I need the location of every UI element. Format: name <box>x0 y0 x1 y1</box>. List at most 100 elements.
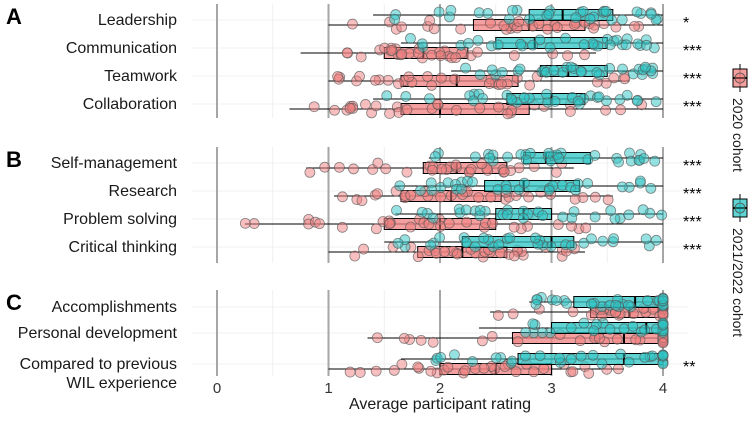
category-critical-thinking: Critical thinking *** <box>69 232 702 263</box>
data-point <box>527 318 539 330</box>
data-point <box>355 51 367 63</box>
data-point <box>349 250 361 262</box>
legend-label: 2021/2022 cohort <box>730 228 746 337</box>
data-point <box>341 47 353 59</box>
legend-entry-1: 2021/2022 cohort <box>730 194 748 337</box>
box-2021-2022 <box>384 232 663 253</box>
data-point <box>450 104 462 116</box>
data-point <box>645 8 657 20</box>
data-point <box>518 92 530 104</box>
data-point <box>476 158 488 170</box>
category-label-line: Leadership <box>98 12 177 29</box>
data-point <box>613 156 624 168</box>
box-2021-2022 <box>479 317 669 339</box>
data-point <box>538 363 550 374</box>
category-label-line: Self-management <box>51 155 178 172</box>
data-point <box>534 350 546 362</box>
significance-marker: * <box>683 15 689 32</box>
panel-A: A Leadership *Communication ***Teamwork ***C… <box>6 4 702 120</box>
data-point <box>616 14 628 26</box>
box-2021-2022 <box>451 61 663 81</box>
data-point <box>649 155 661 167</box>
data-point <box>433 6 445 18</box>
data-point <box>344 366 356 378</box>
data-point <box>591 67 603 78</box>
data-point <box>469 151 481 163</box>
data-point <box>564 106 576 117</box>
data-point <box>484 78 495 89</box>
data-point <box>583 368 595 379</box>
box-2020 <box>328 358 624 379</box>
data-point <box>493 239 505 251</box>
data-point <box>426 80 438 91</box>
data-point <box>498 166 510 178</box>
data-point <box>615 348 627 360</box>
data-point <box>514 63 526 75</box>
data-point <box>401 166 413 178</box>
data-point <box>570 12 582 24</box>
data-point <box>510 366 522 378</box>
data-point <box>308 101 320 113</box>
data-point <box>623 356 635 368</box>
panel-B: B Self-management ***Research ***Problem so… <box>6 147 702 263</box>
data-point <box>405 189 417 201</box>
data-point <box>501 183 512 195</box>
category-label: Collaboration <box>83 96 177 113</box>
data-point <box>455 23 467 35</box>
data-point <box>650 96 662 108</box>
data-point <box>467 356 478 367</box>
data-point <box>543 8 555 20</box>
data-point <box>518 212 529 224</box>
data-point <box>356 195 368 207</box>
category-personal-development: Personal development <box>18 317 669 349</box>
data-point <box>524 13 535 25</box>
data-point <box>548 64 560 76</box>
data-point <box>472 34 484 46</box>
category-label-line: WIL experience <box>66 375 177 392</box>
data-point <box>657 319 669 331</box>
data-point <box>520 326 532 338</box>
data-point <box>508 50 520 61</box>
data-point <box>435 351 447 363</box>
data-point <box>597 235 609 247</box>
data-point <box>569 193 581 205</box>
data-point <box>329 104 340 116</box>
data-point <box>469 241 481 253</box>
data-point <box>435 50 446 62</box>
data-point <box>551 295 562 306</box>
data-point <box>589 191 601 203</box>
legend-entry-0: 2020 cohort <box>730 64 748 172</box>
data-point <box>543 147 555 159</box>
data-point <box>400 91 412 102</box>
data-point <box>416 38 428 50</box>
data-point <box>631 95 643 107</box>
data-point <box>354 70 365 82</box>
significance-marker: ** <box>683 359 695 376</box>
data-point <box>560 32 572 44</box>
data-point <box>388 365 400 376</box>
panel-C: C Accomplishments Personal development Comp… <box>6 290 695 392</box>
data-point <box>467 176 478 188</box>
data-point <box>523 191 534 203</box>
data-point <box>372 188 383 200</box>
category-problem-solving: Problem solving *** <box>63 203 702 235</box>
data-point <box>472 46 483 58</box>
data-point <box>486 331 498 342</box>
data-point <box>492 310 504 321</box>
data-point <box>372 157 384 169</box>
data-point <box>460 237 472 249</box>
category-communication: Communication *** <box>66 32 702 64</box>
data-point <box>596 358 608 370</box>
data-point <box>508 250 520 262</box>
data-point <box>427 212 439 224</box>
data-point <box>657 293 669 305</box>
data-point <box>565 353 577 365</box>
data-point <box>565 61 577 73</box>
data-point <box>507 308 519 320</box>
data-point <box>536 327 548 338</box>
data-point <box>541 88 552 100</box>
data-point <box>425 365 437 377</box>
data-point <box>485 17 496 29</box>
box-2021-2022 <box>391 203 668 225</box>
data-point <box>606 14 618 26</box>
